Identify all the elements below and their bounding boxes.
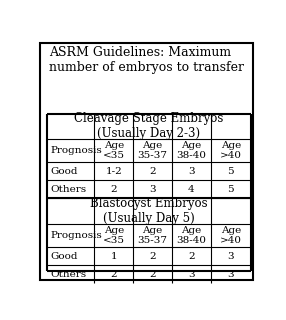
Text: 3: 3	[227, 269, 234, 279]
Text: Good: Good	[50, 167, 78, 176]
Text: Others: Others	[50, 185, 86, 194]
Text: 3: 3	[188, 269, 195, 279]
Text: 2: 2	[149, 252, 156, 260]
Text: 2: 2	[149, 269, 156, 279]
Text: Age
<35: Age <35	[103, 141, 125, 160]
Text: Age
>40: Age >40	[220, 141, 242, 160]
Text: 5: 5	[227, 185, 234, 194]
Text: Blastocyst Embryos
(Usually Day 5): Blastocyst Embryos (Usually Day 5)	[90, 197, 208, 225]
Text: Good: Good	[50, 252, 78, 260]
Text: 2: 2	[188, 252, 195, 260]
Text: 2: 2	[149, 167, 156, 176]
Text: 3: 3	[188, 167, 195, 176]
Text: Age
<35: Age <35	[103, 226, 125, 245]
Text: Age
38-40: Age 38-40	[176, 226, 206, 245]
Text: Prognosis: Prognosis	[50, 231, 102, 240]
Text: 2: 2	[111, 185, 117, 194]
Text: 2: 2	[111, 269, 117, 279]
Text: 3: 3	[149, 185, 156, 194]
Text: Prognosis: Prognosis	[50, 146, 102, 155]
Text: Age
35-37: Age 35-37	[138, 141, 168, 160]
Text: Age
35-37: Age 35-37	[138, 226, 168, 245]
Text: 3: 3	[227, 252, 234, 260]
Text: ASRM Guidelines: Maximum
number of embryos to transfer: ASRM Guidelines: Maximum number of embry…	[49, 46, 244, 74]
Text: 1-2: 1-2	[106, 167, 122, 176]
Text: 4: 4	[188, 185, 195, 194]
Text: 1: 1	[111, 252, 117, 260]
Text: Cleavage Stage Embryos
(Usually Day 2-3): Cleavage Stage Embryos (Usually Day 2-3)	[74, 112, 223, 140]
Text: 5: 5	[227, 167, 234, 176]
Text: Age
>40: Age >40	[220, 226, 242, 245]
Text: Others: Others	[50, 269, 86, 279]
Text: Age
38-40: Age 38-40	[176, 141, 206, 160]
